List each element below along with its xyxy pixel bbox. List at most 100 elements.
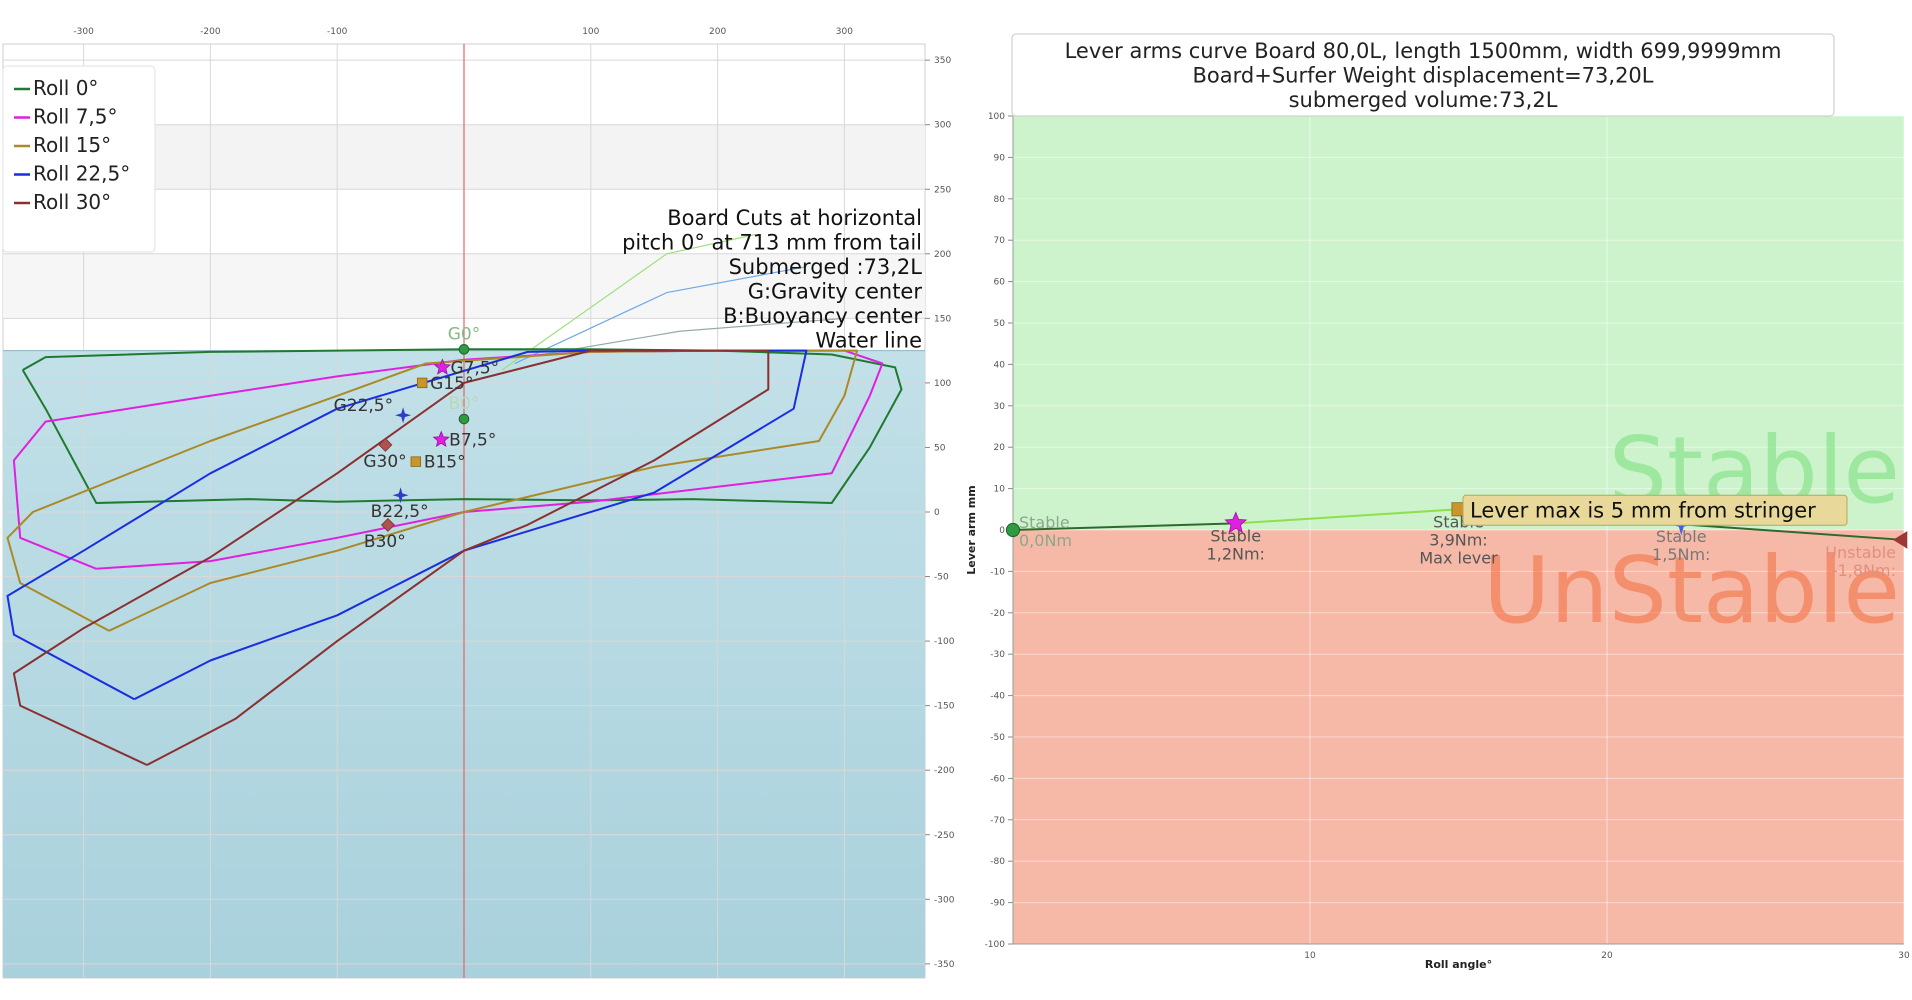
marker-b22-5 xyxy=(392,487,409,504)
series-roll-30 xyxy=(12,349,770,766)
zone-label-stable: Stable xyxy=(1609,417,1900,524)
x-axis-label: Roll angle° xyxy=(1425,958,1492,971)
point-label: Stable xyxy=(1019,513,1070,532)
legend-item-roll-7-5: Roll 7,5° xyxy=(33,105,118,129)
left-series xyxy=(6,348,903,766)
x-tick-label: 300 xyxy=(836,27,853,37)
guide-line xyxy=(501,233,756,371)
y-tick-label: 300 xyxy=(934,121,951,131)
guide-line xyxy=(514,266,807,365)
title-line: Lever arms curve Board 80,0L, length 150… xyxy=(1065,39,1782,63)
y-tick-label: -350 xyxy=(934,960,955,970)
y-tick-label: 30 xyxy=(994,402,1006,412)
y-tick-label: -80 xyxy=(990,857,1005,867)
marker-label-g7-5: G7,5° xyxy=(450,358,499,378)
annotation-line: Water line xyxy=(815,329,922,353)
x-tick-label: 20 xyxy=(1601,951,1613,961)
y-tick-label: -60 xyxy=(990,774,1005,784)
legend: Roll 0° Roll 7,5° Roll 15° Roll 22,5° Roll 3… xyxy=(2,65,156,253)
series-roll-0 xyxy=(21,348,903,504)
point-marker xyxy=(1670,513,1693,536)
left-markers: G0° B0° G7,5° B7,5° G15° B15° G22,5° B22,5° G30°… xyxy=(334,324,500,552)
marker-label-b22-5: B22,5° xyxy=(371,502,429,522)
x-tick-label: -300 xyxy=(73,27,94,37)
y-tick-label: 40 xyxy=(994,360,1006,370)
marker-g30 xyxy=(378,437,393,452)
legend-item-roll-30: Roll 30° xyxy=(33,190,111,214)
marker-g0 xyxy=(458,344,470,355)
y-tick-label: 70 xyxy=(994,236,1006,246)
x-tick-label: -200 xyxy=(200,27,221,37)
y-tick-label: -90 xyxy=(990,899,1005,909)
y-tick-label: 60 xyxy=(994,278,1006,288)
point-label: 3,9Nm: xyxy=(1429,530,1487,549)
marker-label-g15: G15° xyxy=(430,374,473,394)
marker-b7-5 xyxy=(432,430,450,448)
marker-label-g22-5: G22,5° xyxy=(334,396,394,416)
annotation-line: Submerged :73,2L xyxy=(729,255,923,279)
y-tick-label: -200 xyxy=(934,766,955,776)
unstable-zone xyxy=(1013,530,1904,944)
legend-item-roll-0: Roll 0° xyxy=(33,76,98,100)
y-tick-label: -30 xyxy=(990,650,1005,660)
lever-curve-segment xyxy=(1012,522,1236,531)
zone-label-unstable: UnStable xyxy=(1483,537,1900,644)
y-tick-label: 350 xyxy=(934,56,951,66)
y-tick-label: 10 xyxy=(994,485,1006,495)
annotation-line: Board Cuts at horizontal xyxy=(667,206,922,230)
right-series xyxy=(1012,508,1905,541)
marker-b30 xyxy=(380,517,395,532)
y-tick-label: -100 xyxy=(985,940,1006,950)
point-label: Stable xyxy=(1433,512,1484,531)
y-tick-label: -50 xyxy=(934,573,949,583)
legend-item-roll-22-5: Roll 22,5° xyxy=(33,162,130,186)
y-tick-label: 150 xyxy=(934,314,951,324)
x-tick-label: 100 xyxy=(582,27,599,37)
marker-g22-5 xyxy=(395,407,412,424)
marker-b15 xyxy=(410,456,422,467)
y-tick-label: 50 xyxy=(994,319,1006,329)
y-tick-label: 20 xyxy=(994,443,1006,453)
point-marker xyxy=(1451,502,1466,517)
marker-label-b30: B30° xyxy=(364,532,406,552)
y-tick-label: -20 xyxy=(990,609,1005,619)
x-tick-label: 10 xyxy=(1304,951,1316,961)
marker-label-b0: B0° xyxy=(449,394,480,414)
stable-zone xyxy=(1013,116,1904,530)
y-tick-label: 250 xyxy=(934,185,951,195)
legend-box xyxy=(2,65,156,253)
point-label: Stable xyxy=(1656,527,1707,546)
point-label: 0,0Nm xyxy=(1019,531,1072,550)
marker-label-g0: G0° xyxy=(448,324,481,344)
lever-curve-segment xyxy=(1235,508,1459,525)
point-label: Unstable xyxy=(1825,543,1896,562)
y-tick-label: -70 xyxy=(990,816,1005,826)
y-tick-label: 100 xyxy=(934,379,951,389)
point-label: -1,8Nm: xyxy=(1832,561,1896,580)
y-tick-label: -40 xyxy=(990,692,1005,702)
y-tick-label: 80 xyxy=(994,195,1006,205)
point-label: Max lever xyxy=(1419,548,1498,567)
y-tick-label: -300 xyxy=(934,895,955,905)
y-tick-label: 0 xyxy=(999,526,1005,536)
y-tick-label: -250 xyxy=(934,831,955,841)
y-tick-label: 200 xyxy=(934,250,951,260)
x-tick-label: -100 xyxy=(327,27,348,37)
title-line: Board+Surfer Weight displacement=73,20L xyxy=(1193,64,1654,88)
title-line: submerged volume:73,2L xyxy=(1289,88,1558,112)
y-tick-label: 90 xyxy=(994,153,1006,163)
y-tick-label: -150 xyxy=(934,702,955,712)
marker-g15 xyxy=(416,377,428,389)
annotation-line: pitch 0° at 713 mm from tail xyxy=(622,231,922,255)
tooltip-box xyxy=(1462,494,1848,526)
y-tick-label: 50 xyxy=(934,443,946,453)
point-label: Stable xyxy=(1210,526,1261,545)
tooltip-text: Lever max is 5 mm from stringer xyxy=(1470,498,1816,522)
y-axis-label: Lever arm mm xyxy=(965,485,978,574)
right-background xyxy=(1013,116,1904,944)
annotation-line: G:Gravity center xyxy=(748,280,923,304)
y-tick-label: 0 xyxy=(934,508,940,518)
